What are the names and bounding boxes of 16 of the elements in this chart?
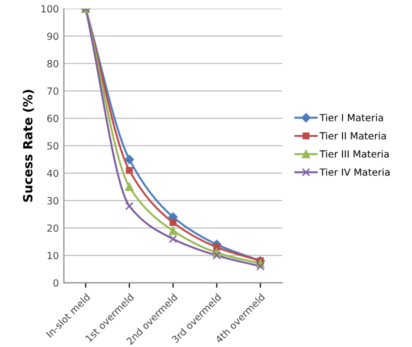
y-tick-label: 100: [42, 5, 58, 13]
y-tick-label: 40: [47, 170, 58, 177]
y-tick-label: 20: [47, 224, 58, 232]
legend-label: Tier II Materia: [320, 132, 386, 140]
legend-label: Tier IV Materia: [320, 168, 390, 176]
legend-label: Tier III Materia: [320, 150, 389, 158]
y-tick-label: 70: [47, 87, 58, 95]
y-tick-label: 60: [47, 114, 58, 122]
y-tick-label: 0: [53, 279, 58, 287]
y-tick-label: 50: [47, 142, 58, 150]
y-tick-label: 10: [48, 252, 58, 260]
y-tick-label: 80: [47, 60, 58, 68]
y-axis-title: Sucess Rate (%): [22, 90, 34, 202]
y-tick-label: 90: [47, 32, 58, 40]
legend-label: Tier I Materia: [320, 114, 383, 122]
y-tick-label: 30: [47, 197, 58, 204]
